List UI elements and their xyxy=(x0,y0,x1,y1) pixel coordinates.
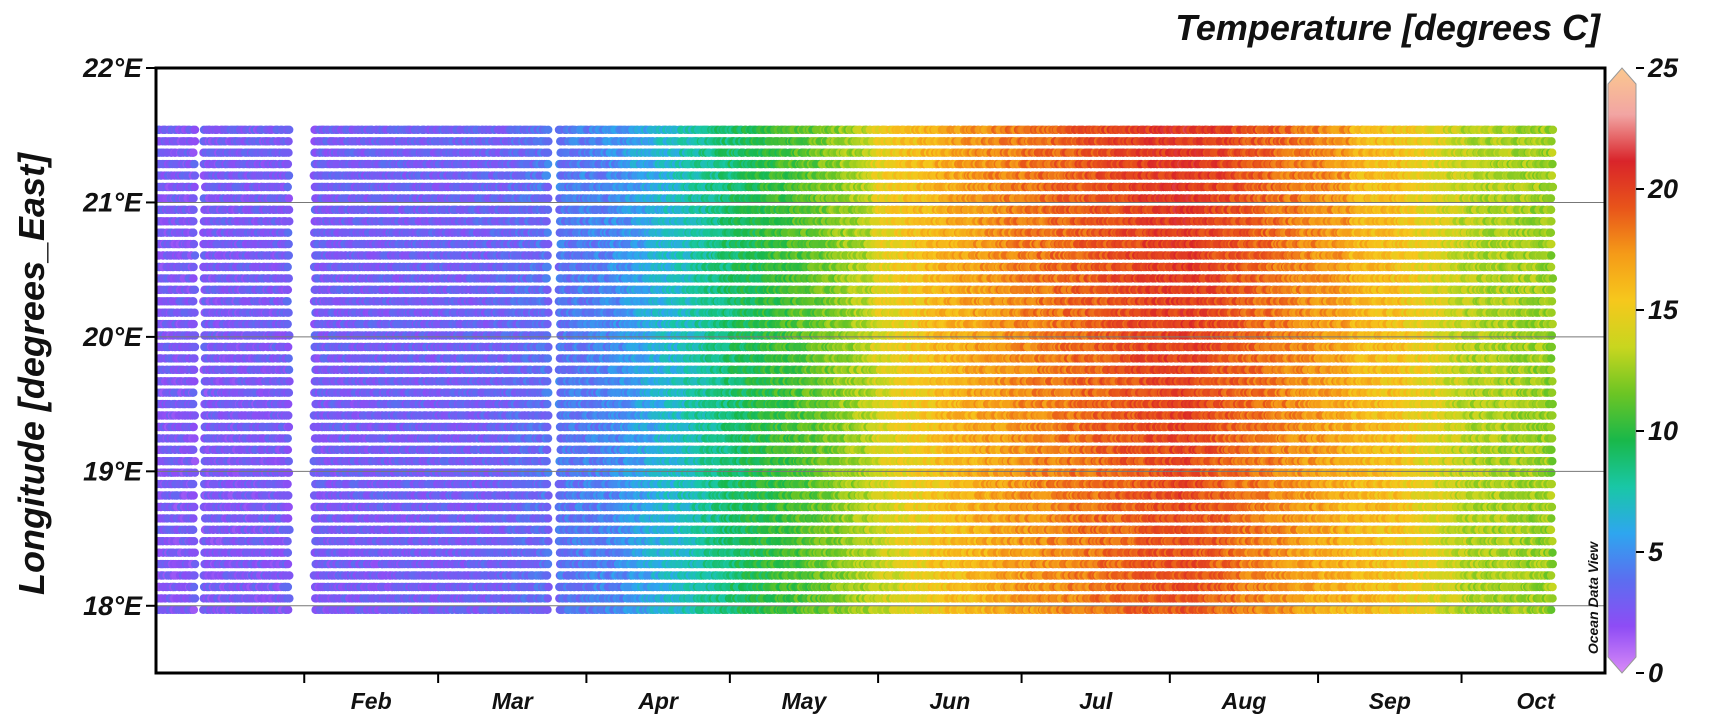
data-point xyxy=(189,389,197,397)
data-point xyxy=(191,594,199,602)
data-point xyxy=(189,274,197,282)
data-point xyxy=(190,423,198,431)
data-point xyxy=(191,411,199,419)
data-point xyxy=(191,171,199,179)
data-point xyxy=(191,251,199,259)
data-point xyxy=(189,217,197,225)
data-point xyxy=(190,160,198,168)
track-column xyxy=(189,126,199,614)
data-point xyxy=(189,297,197,305)
data-point xyxy=(191,137,199,145)
data-point xyxy=(190,354,198,362)
data-point xyxy=(190,537,198,545)
data-point xyxy=(190,434,198,442)
data-point xyxy=(190,606,198,614)
data-point xyxy=(191,469,199,477)
data-point xyxy=(189,400,197,408)
data-point xyxy=(189,446,197,454)
data-point xyxy=(189,206,197,214)
data-point xyxy=(189,263,197,271)
data-point xyxy=(190,320,198,328)
data-point xyxy=(190,583,198,591)
data-points xyxy=(151,126,1557,614)
data-point xyxy=(189,149,197,157)
data-point xyxy=(190,377,198,385)
data-point xyxy=(190,503,198,511)
data-point xyxy=(191,331,199,339)
data-point xyxy=(191,549,199,557)
data-point xyxy=(191,343,199,351)
data-point xyxy=(190,309,198,317)
data-point xyxy=(189,229,197,237)
data-point xyxy=(190,183,198,191)
data-point xyxy=(190,240,198,248)
data-point xyxy=(189,480,197,488)
data-point xyxy=(191,286,199,294)
data-point xyxy=(189,526,197,534)
data-point xyxy=(190,571,198,579)
data-point xyxy=(189,514,197,522)
data-point xyxy=(191,126,199,134)
data-point xyxy=(191,560,199,568)
data-point xyxy=(190,366,198,374)
data-point xyxy=(191,457,199,465)
data-point xyxy=(189,194,197,202)
data-point xyxy=(190,491,198,499)
